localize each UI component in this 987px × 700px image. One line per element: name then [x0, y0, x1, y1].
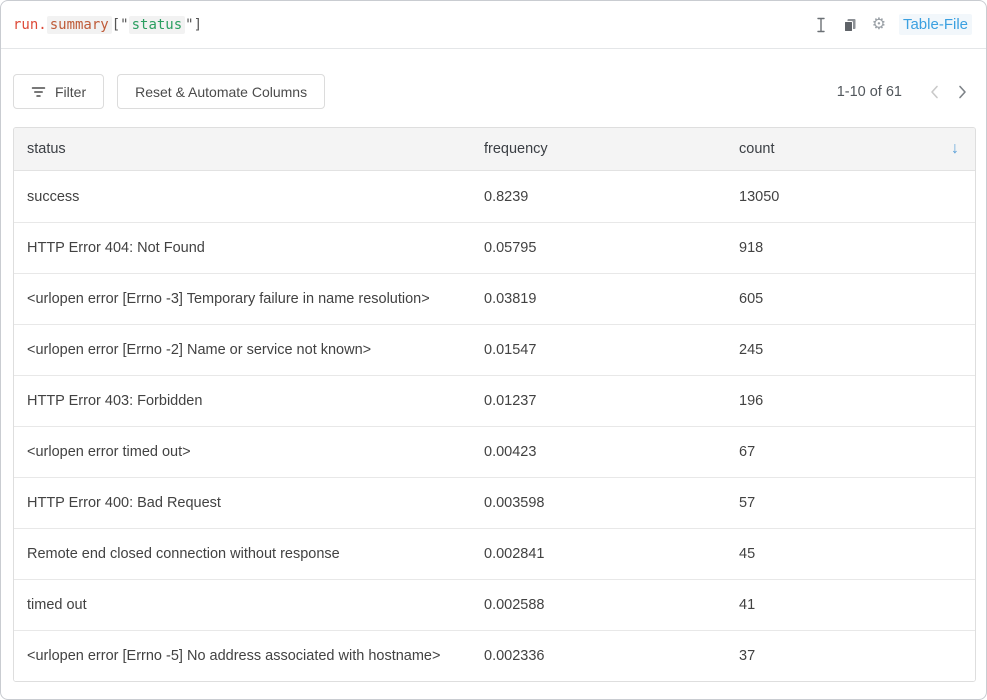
- frequency-cell: 0.002841: [484, 546, 545, 562]
- count-cell: 196: [739, 393, 764, 409]
- filter-button[interactable]: Filter: [13, 74, 105, 109]
- frequency-cell: 0.03819: [484, 291, 537, 307]
- reset-automate-columns-button[interactable]: Reset & Automate Columns: [117, 74, 326, 109]
- table-row: success 0.8239 13050: [14, 171, 975, 222]
- table-row: Remote end closed connection without res…: [14, 528, 975, 579]
- code-token-bracket-open: [": [111, 16, 129, 33]
- count-cell: 605: [739, 291, 764, 307]
- table-header-row: status frequency count ↓: [14, 128, 975, 171]
- column-header-status[interactable]: status: [27, 141, 66, 157]
- code-token-status: status: [128, 15, 186, 34]
- frequency-cell: 0.05795: [484, 240, 537, 256]
- status-table: status frequency count ↓ success 0.8239 …: [13, 127, 976, 682]
- pagination: 1-10 of 61: [837, 80, 974, 104]
- table-row: HTTP Error 404: Not Found 0.05795 918: [14, 222, 975, 273]
- frequency-cell: 0.8239: [484, 188, 529, 205]
- table-file-link[interactable]: Table-File: [898, 14, 972, 35]
- copy-icon[interactable]: [841, 16, 859, 34]
- table-row: timed out 0.002588 41: [14, 579, 975, 630]
- pagination-range: 1-10 of 61: [836, 83, 902, 100]
- count-cell: 13050: [739, 188, 780, 205]
- toolbar-buttons: Filter Reset & Automate Columns: [13, 74, 326, 109]
- filter-icon: [31, 86, 46, 98]
- table-toolbar: Filter Reset & Automate Columns 1-10 of …: [13, 74, 974, 109]
- column-header-count[interactable]: count: [739, 141, 775, 157]
- table-row: HTTP Error 400: Bad Request 0.003598 57: [14, 477, 975, 528]
- table-row: HTTP Error 403: Forbidden 0.01237 196: [14, 375, 975, 426]
- prev-page-icon[interactable]: [922, 80, 946, 104]
- sort-indicator-cell: ↓: [932, 141, 975, 157]
- status-cell: Remote end closed connection without res…: [27, 546, 340, 562]
- gear-icon[interactable]: ⚙: [871, 15, 887, 33]
- count-cell: 67: [739, 444, 756, 460]
- status-cell: <urlopen error timed out>: [27, 444, 191, 460]
- table-row: <urlopen error [Errno -5] No address ass…: [14, 630, 975, 681]
- code-token-bracket-close: "]: [185, 16, 203, 33]
- code-expression-bar: run. summary [" status "] ⚙ Table-File: [1, 1, 986, 49]
- count-cell: 918: [739, 240, 764, 256]
- count-cell: 45: [739, 546, 756, 562]
- count-cell: 37: [739, 648, 756, 664]
- code-token-summary: summary: [46, 15, 112, 34]
- status-cell: success: [27, 188, 80, 205]
- status-cell: <urlopen error [Errno -5] No address ass…: [27, 648, 441, 664]
- next-page-icon[interactable]: [950, 80, 974, 104]
- status-cell: <urlopen error [Errno -3] Temporary fail…: [27, 291, 430, 307]
- frequency-cell: 0.003598: [484, 495, 545, 511]
- column-header-frequency[interactable]: frequency: [484, 141, 548, 157]
- frequency-cell: 0.01237: [484, 393, 537, 409]
- count-cell: 57: [739, 495, 756, 511]
- table-row: <urlopen error [Errno -3] Temporary fail…: [14, 273, 975, 324]
- status-cell: HTTP Error 403: Forbidden: [27, 393, 203, 409]
- count-cell: 245: [739, 342, 764, 358]
- table-row: <urlopen error timed out> 0.00423 67: [14, 426, 975, 477]
- status-cell: HTTP Error 404: Not Found: [27, 240, 205, 256]
- table-row: <urlopen error [Errno -2] Name or servic…: [14, 324, 975, 375]
- text-cursor-icon[interactable]: [812, 16, 830, 34]
- sort-descending-icon[interactable]: ↓: [951, 140, 959, 157]
- count-cell: 41: [739, 597, 756, 613]
- status-cell: timed out: [27, 597, 87, 613]
- frequency-cell: 0.00423: [484, 444, 537, 460]
- frequency-cell: 0.01547: [484, 342, 537, 358]
- filter-button-label: Filter: [55, 83, 87, 100]
- code-expression-input[interactable]: run. summary [" status "]: [13, 15, 203, 34]
- frequency-cell: 0.002336: [484, 648, 545, 664]
- status-cell: HTTP Error 400: Bad Request: [27, 495, 221, 511]
- status-cell: <urlopen error [Errno -2] Name or servic…: [27, 342, 372, 358]
- frequency-cell: 0.002588: [484, 597, 545, 613]
- code-bar-actions: ⚙ Table-File: [812, 14, 972, 35]
- code-token-run: run.: [13, 16, 47, 33]
